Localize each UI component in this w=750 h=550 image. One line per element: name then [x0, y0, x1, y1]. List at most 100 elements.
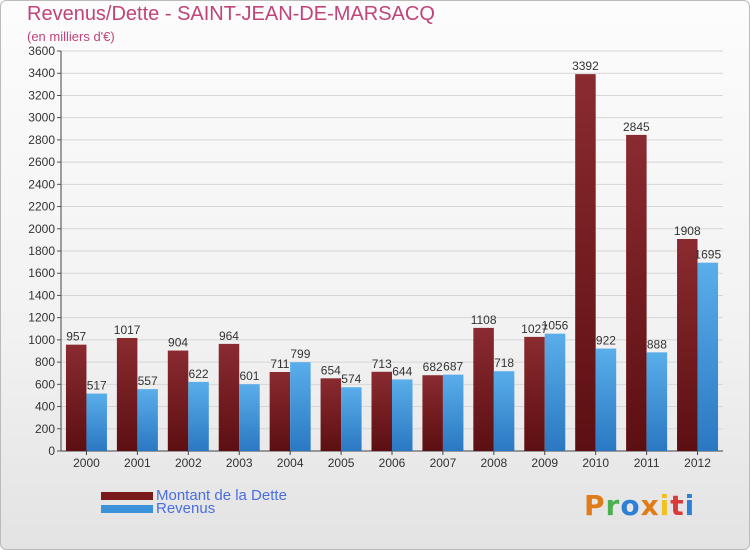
y-tick-label: 400	[35, 400, 55, 414]
x-tick-label: 2005	[328, 456, 355, 470]
legend-swatch-revenus	[101, 505, 153, 513]
bar-dette	[65, 344, 87, 451]
legend-swatch-dette	[101, 492, 153, 500]
data-label-dette: 1017	[114, 323, 141, 337]
x-tick-label: 2004	[277, 456, 304, 470]
legend-label-revenus: Revenus	[156, 500, 216, 517]
y-tick-label: 3200	[28, 88, 55, 102]
bar-dette	[473, 327, 494, 451]
bar-revenus	[544, 333, 566, 451]
y-tick-label: 2800	[28, 133, 55, 147]
y-tick-label: 800	[35, 355, 55, 369]
data-label-dette: 682	[423, 360, 443, 374]
bar-dette	[320, 378, 342, 451]
proxiti-logo: Proxiti	[584, 489, 695, 522]
bar-revenus	[188, 381, 209, 451]
data-label-dette: 1108	[471, 313, 497, 327]
data-label-dette: 711	[270, 357, 289, 371]
x-tick-label: 2001	[124, 456, 151, 470]
logo-letter: x	[640, 489, 660, 522]
logo-letter: i	[659, 489, 671, 522]
bar-revenus	[239, 384, 260, 451]
y-tick-label: 2600	[28, 155, 55, 169]
data-label-dette: 713	[372, 357, 392, 371]
x-tick-label: 2012	[684, 456, 711, 470]
y-tick-label: 600	[35, 377, 55, 391]
data-label-revenus: 1695	[694, 248, 721, 262]
y-tick-label: 1400	[28, 288, 55, 302]
logo-letter: t	[670, 489, 685, 522]
data-label-revenus: 557	[138, 374, 158, 388]
bar-revenus	[137, 389, 158, 451]
y-tick-label: 200	[35, 422, 55, 436]
y-tick-label: 3600	[28, 44, 55, 58]
y-tick-label: 2200	[28, 200, 55, 214]
logo-letter: o	[620, 489, 641, 522]
x-tick-label: 2008	[480, 456, 507, 470]
data-label-dette: 654	[321, 363, 341, 377]
data-label-revenus: 888	[647, 337, 667, 351]
y-tick-label: 1600	[28, 266, 55, 280]
bar-revenus	[86, 393, 107, 451]
bar-dette	[269, 372, 291, 451]
logo-letter: r	[605, 489, 621, 522]
bar-dette	[422, 375, 443, 451]
data-label-dette: 2845	[623, 120, 650, 134]
bar-dette	[524, 336, 545, 451]
data-label-revenus: 601	[239, 369, 259, 383]
bar-dette	[371, 371, 392, 451]
y-tick-label: 0	[48, 444, 55, 458]
bar-dette	[167, 350, 189, 451]
data-label-revenus: 922	[596, 334, 616, 348]
y-tick-label: 1800	[28, 244, 55, 258]
bar-dette	[575, 74, 596, 451]
data-label-revenus: 574	[341, 372, 361, 386]
y-tick-label: 1200	[28, 311, 55, 325]
data-label-revenus: 718	[494, 356, 514, 370]
bar-revenus	[493, 371, 515, 451]
logo-letter: P	[584, 489, 606, 522]
x-tick-label: 2011	[634, 456, 660, 470]
data-label-revenus: 799	[290, 347, 310, 361]
bar-revenus	[341, 387, 362, 451]
legend-label-dette: Montant de la Dette	[156, 487, 287, 504]
x-tick-label: 2002	[175, 456, 202, 470]
bar-dette	[116, 338, 138, 451]
y-tick-label: 2000	[28, 222, 55, 236]
bar-revenus	[697, 262, 719, 451]
data-label-revenus: 517	[87, 379, 107, 393]
y-tick-label: 3400	[28, 66, 55, 80]
bar-revenus	[392, 379, 413, 451]
x-tick-label: 2010	[582, 456, 609, 470]
data-label-dette: 1027	[521, 322, 548, 336]
data-label-dette: 904	[168, 336, 188, 350]
data-label-revenus: 644	[392, 364, 412, 378]
bar-dette	[677, 239, 698, 451]
data-label-revenus: 622	[189, 367, 209, 381]
data-label-dette: 957	[66, 330, 86, 344]
x-tick-label: 2003	[226, 456, 253, 470]
bar-dette	[626, 134, 647, 451]
bar-revenus	[595, 348, 617, 451]
logo-letter: i	[684, 489, 696, 522]
data-label-revenus: 1056	[542, 319, 569, 333]
chart-title: Revenus/Dette - SAINT-JEAN-DE-MARSACQ	[27, 3, 435, 25]
bar-revenus	[646, 352, 668, 451]
y-tick-label: 3000	[28, 111, 55, 125]
x-tick-label: 2000	[73, 456, 100, 470]
data-label-revenus: 687	[443, 360, 463, 374]
data-label-dette: 964	[219, 329, 239, 343]
data-label-dette: 3392	[572, 59, 599, 73]
bar-revenus	[442, 374, 464, 451]
y-tick-label: 2400	[28, 177, 55, 191]
bar-dette	[218, 343, 240, 451]
x-tick-label: 2009	[531, 456, 558, 470]
bar-revenus	[290, 362, 311, 451]
x-tick-label: 2006	[379, 456, 406, 470]
chart-subtitle: (en milliers d'€)	[27, 29, 115, 44]
y-tick-label: 1000	[28, 333, 55, 347]
x-tick-label: 2007	[430, 456, 457, 470]
data-label-dette: 1908	[674, 224, 701, 238]
